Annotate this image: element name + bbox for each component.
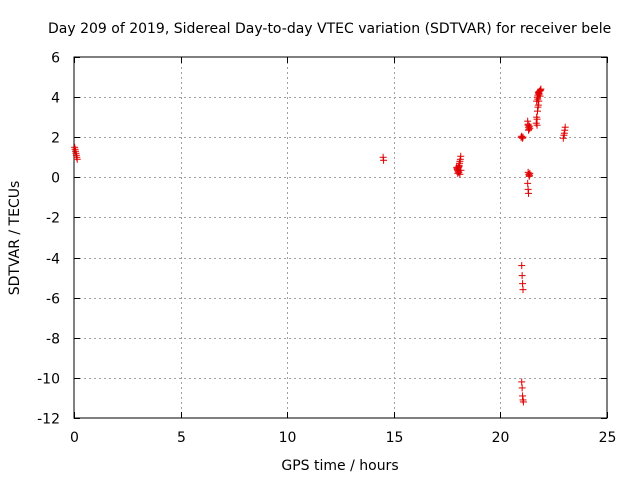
data-point xyxy=(518,134,526,142)
plot-frame xyxy=(73,56,608,419)
x-tick-label: 20 xyxy=(492,430,510,446)
data-point xyxy=(525,189,533,197)
y-tick-label: -6 xyxy=(46,292,60,308)
grid-lines xyxy=(74,57,607,418)
y-tick-label: -2 xyxy=(46,211,60,227)
data-point xyxy=(537,85,545,93)
data-point xyxy=(457,152,465,160)
data-point xyxy=(534,101,542,109)
data-point xyxy=(456,170,464,178)
y-tick-label: 0 xyxy=(51,171,60,187)
y-tick-label: -12 xyxy=(37,412,60,428)
x-tick-label: 5 xyxy=(177,430,186,446)
y-tick-label: 4 xyxy=(51,91,60,107)
data-point xyxy=(559,134,567,142)
y-tick-label: -8 xyxy=(46,332,60,348)
x-tick-label: 10 xyxy=(279,430,297,446)
data-point xyxy=(525,126,533,134)
data-point xyxy=(526,169,534,177)
data-point xyxy=(533,121,541,129)
y-tick-label: -4 xyxy=(46,252,60,268)
data-point xyxy=(533,115,541,123)
data-point xyxy=(519,398,527,406)
x-tick-label: 25 xyxy=(599,430,617,446)
data-point xyxy=(518,384,526,392)
x-tick-label: 15 xyxy=(386,430,404,446)
data-point xyxy=(519,133,527,141)
data-point xyxy=(457,166,465,174)
data-point xyxy=(455,162,463,170)
x-axis-label: GPS time / hours xyxy=(281,458,398,474)
data-point xyxy=(535,89,543,97)
data-points xyxy=(71,85,569,406)
y-tick-label: 2 xyxy=(51,131,60,147)
data-point xyxy=(519,280,527,288)
data-point xyxy=(524,179,532,187)
y-tick-label: -10 xyxy=(37,372,60,388)
y-axis-label: SDTVAR / TECUs xyxy=(7,181,23,296)
y-tick-label: 6 xyxy=(51,51,60,67)
x-tick-label: 0 xyxy=(70,430,79,446)
data-point xyxy=(524,120,532,128)
data-point xyxy=(380,156,388,164)
data-point xyxy=(518,272,526,280)
axis-ticks: 0 5 10 15 20 25 -12 -10 -8 -6 -4 -2 0 2 4 6 xyxy=(37,51,616,447)
data-point xyxy=(561,123,569,131)
data-point xyxy=(73,155,81,163)
chart-title: Day 209 of 2019, Sidereal Day-to-day VTE… xyxy=(48,21,611,37)
data-point xyxy=(518,378,526,386)
data-point xyxy=(519,286,527,294)
data-point xyxy=(525,172,533,180)
data-point xyxy=(518,262,526,270)
